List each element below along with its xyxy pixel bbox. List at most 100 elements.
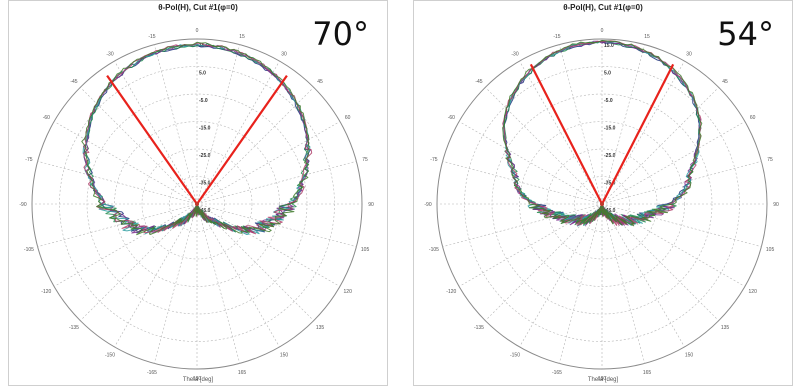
angle-tick-label: 120 <box>749 289 758 295</box>
polar-grid-spoke <box>196 161 357 205</box>
polar-plot-right: 15.0 5.0 -5.0 -15.0 -25.0 -35.0 -45.0 180 -165 -1… <box>424 28 779 382</box>
polar-grid-spoke <box>80 203 198 321</box>
angle-tick-label: 45 <box>317 79 323 85</box>
angle-tick-label: -135 <box>69 325 79 331</box>
angle-tick-label: 90 <box>368 202 374 208</box>
polar-grid-ring <box>114 121 280 287</box>
angle-tick-label: -60 <box>43 115 50 121</box>
angle-tick-label: 150 <box>685 353 694 359</box>
polar-grid-spoke <box>601 44 645 205</box>
polar-grid-spoke <box>196 44 240 205</box>
polar-grid-spoke <box>601 60 685 205</box>
polar-grid-spoke <box>519 203 603 348</box>
polar-grid-spoke <box>485 203 603 321</box>
theta-axis-label: Theta [deg] <box>182 377 214 383</box>
angle-tick-label: 135 <box>316 325 325 331</box>
angle-tick-label: -165 <box>552 370 562 376</box>
angle-tick-label: 135 <box>721 325 730 331</box>
radial-tick-label: 5.0 <box>604 71 611 77</box>
polar-grid-spoke <box>458 121 603 205</box>
polar-grid-spoke <box>601 203 762 247</box>
polar-grid-spoke <box>559 44 603 205</box>
radial-tick-label: -15.0 <box>199 126 211 132</box>
angle-tick-label: -30 <box>511 51 518 57</box>
beamwidth-line <box>529 63 603 205</box>
radial-tick-label: -35.0 <box>604 181 616 187</box>
angle-tick-label: 165 <box>643 370 652 376</box>
polar-grid-spoke <box>442 203 603 247</box>
angle-tick-label: -135 <box>474 325 484 331</box>
polar-center-dot <box>600 202 604 206</box>
angle-tick-label: 75 <box>767 157 773 163</box>
angle-tick-label: 150 <box>280 353 289 359</box>
polar-chart-left: 15.0 5.0 -5.0 -15.0 -25.0 -35.0 -45.0 180 -165 -1… <box>8 0 388 386</box>
polar-grid-spoke <box>601 121 746 205</box>
polar-grid-spoke <box>601 203 719 321</box>
polar-grid-spoke <box>519 60 603 205</box>
angle-tick-label: -90 <box>19 202 26 208</box>
angle-tick-label: -165 <box>147 370 157 376</box>
angle-tick-label: -30 <box>106 51 113 57</box>
polar-grid-spoke <box>601 203 645 364</box>
radial-tick-label: -25.0 <box>199 153 211 159</box>
radial-tick-label: -35.0 <box>199 181 211 187</box>
polar-grid-spoke <box>601 161 762 205</box>
angle-tick-label: -120 <box>41 289 51 295</box>
polar-chart-right: 15.0 5.0 -5.0 -15.0 -25.0 -35.0 -45.0 180 -165 -1… <box>413 0 793 386</box>
polar-grid-spoke <box>37 203 198 247</box>
radial-tick-label: 15.0 <box>604 43 614 49</box>
angle-tick-label: -150 <box>510 353 520 359</box>
pattern-series-line <box>81 41 310 236</box>
angle-tick-label: -45 <box>475 79 482 85</box>
polar-grid-spoke <box>485 87 603 205</box>
polar-grid-spoke <box>196 203 357 247</box>
angle-tick-label: 60 <box>750 115 756 121</box>
angle-tick-label: 120 <box>344 289 353 295</box>
polar-grid-spoke <box>53 203 198 287</box>
angle-tick-label: 165 <box>238 370 247 376</box>
angle-tick-label: 60 <box>345 115 351 121</box>
polar-grid-spoke <box>196 121 341 205</box>
radial-tick-label: 5.0 <box>199 71 206 77</box>
polar-grid-spoke <box>601 203 746 287</box>
angle-tick-label: 75 <box>362 157 368 163</box>
polar-grid-spoke <box>196 203 341 287</box>
radial-tick-label: -45.0 <box>199 208 211 214</box>
radial-tick-label: -5.0 <box>199 98 208 104</box>
angle-tick-label: 45 <box>722 79 728 85</box>
polar-grid-spoke <box>196 203 240 364</box>
polar-grid-ring <box>141 148 253 260</box>
pattern-series-line <box>502 40 703 227</box>
angle-tick-label: -45 <box>70 79 77 85</box>
angle-tick-label: -15 <box>553 34 560 40</box>
polar-grid-ring <box>574 176 630 232</box>
angle-tick-label: 0 <box>601 28 604 34</box>
chart-title: θ-Pol(H), Cut #1(φ=0) <box>563 3 643 12</box>
beamwidth-label: 70° <box>312 15 369 53</box>
polar-grid-spoke <box>154 44 198 205</box>
polar-grid-spoke <box>601 87 719 205</box>
polar-grid-spoke <box>559 203 603 364</box>
angle-tick-label: 90 <box>773 202 779 208</box>
polar-grid-spoke <box>442 161 603 205</box>
polar-grid-spoke <box>114 60 198 205</box>
polar-grid-spoke <box>458 203 603 287</box>
pattern-series-line <box>83 42 313 235</box>
polar-grid-spoke <box>37 161 198 205</box>
angle-tick-label: -75 <box>25 157 32 163</box>
beamwidth-line <box>106 74 198 205</box>
polar-grid-spoke <box>114 203 198 348</box>
angle-tick-label: 30 <box>281 51 287 57</box>
beamwidth-label: 54° <box>717 15 774 53</box>
polar-grid-ring <box>546 148 658 260</box>
radial-tick-label: -45.0 <box>604 208 616 214</box>
angle-tick-label: -60 <box>448 115 455 121</box>
polar-grid-spoke <box>154 203 198 364</box>
angle-tick-label: -105 <box>24 247 34 253</box>
angle-tick-label: -75 <box>430 157 437 163</box>
angle-tick-label: -15 <box>148 34 155 40</box>
radial-tick-label: -5.0 <box>604 98 613 104</box>
polar-grid-spoke <box>196 203 314 321</box>
polar-grid-spoke <box>80 87 198 205</box>
angle-tick-label: -150 <box>105 353 115 359</box>
